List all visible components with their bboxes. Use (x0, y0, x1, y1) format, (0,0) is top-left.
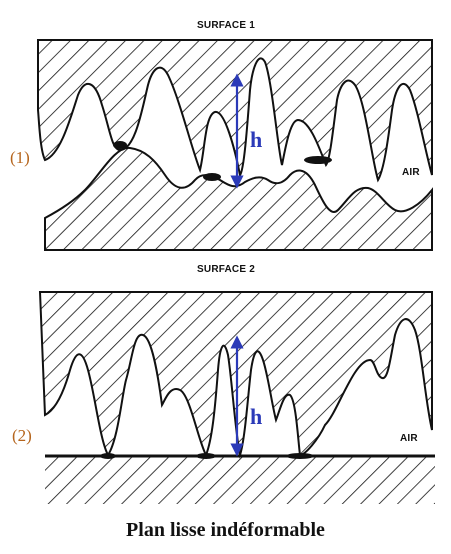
height-label-1: h (250, 127, 262, 152)
height-label-2: h (250, 404, 262, 429)
contact-spot-1a (113, 141, 127, 149)
panel-1 (37, 39, 433, 251)
contact-spot-1b (203, 173, 221, 181)
panel-2 (38, 291, 435, 504)
upper-body-1 (37, 39, 433, 183)
lower-body-1 (44, 146, 433, 251)
surface-1-label: SURFACE 1 (197, 20, 255, 31)
contact-spot-2a (100, 453, 116, 459)
air-label-1: AIR (402, 167, 420, 178)
contact-spot-1c (304, 156, 332, 164)
panel-1-number: (1) (10, 148, 30, 167)
contact-spot-2c (286, 453, 314, 459)
panel-2-number: (2) (12, 426, 32, 445)
surface-2-label: SURFACE 2 (197, 264, 255, 275)
rigid-plane-body (45, 456, 435, 504)
contact-spot-2b (196, 453, 216, 459)
caption: Plan lisse indéformable (126, 519, 325, 541)
air-label-2: AIR (400, 433, 418, 444)
